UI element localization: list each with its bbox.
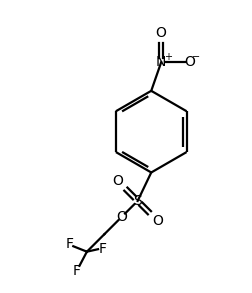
- Text: +: +: [164, 52, 171, 62]
- Text: O: O: [151, 214, 162, 228]
- Text: F: F: [65, 237, 73, 251]
- Text: N: N: [155, 55, 166, 69]
- Text: F: F: [99, 242, 107, 256]
- Text: S: S: [133, 194, 141, 208]
- Text: O: O: [183, 55, 194, 69]
- Text: F: F: [73, 265, 81, 278]
- Text: O: O: [112, 174, 123, 188]
- Text: O: O: [116, 210, 127, 224]
- Text: O: O: [155, 26, 166, 40]
- Text: −: −: [192, 52, 200, 62]
